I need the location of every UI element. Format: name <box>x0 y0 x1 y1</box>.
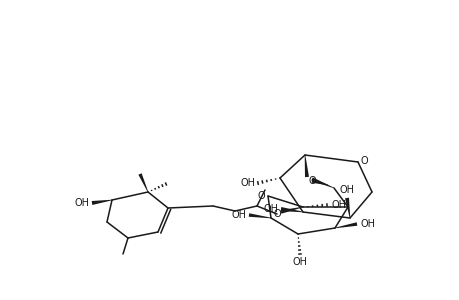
Text: OH: OH <box>74 198 90 208</box>
Text: O: O <box>273 209 280 219</box>
Text: OH: OH <box>231 210 246 220</box>
Polygon shape <box>311 177 333 188</box>
Text: OH: OH <box>339 185 354 195</box>
Polygon shape <box>304 155 308 177</box>
Text: OH: OH <box>331 200 346 210</box>
Polygon shape <box>138 173 148 192</box>
Polygon shape <box>91 200 112 205</box>
Text: O: O <box>359 156 367 166</box>
Polygon shape <box>280 207 302 214</box>
Polygon shape <box>311 179 327 185</box>
Polygon shape <box>344 198 350 218</box>
Text: OH: OH <box>360 219 375 229</box>
Polygon shape <box>248 213 270 218</box>
Polygon shape <box>280 207 302 212</box>
Text: OH: OH <box>292 257 307 267</box>
Text: O: O <box>257 191 264 201</box>
Text: OH: OH <box>240 178 255 188</box>
Polygon shape <box>334 222 357 228</box>
Text: O: O <box>308 176 315 186</box>
Text: OH: OH <box>263 204 278 214</box>
